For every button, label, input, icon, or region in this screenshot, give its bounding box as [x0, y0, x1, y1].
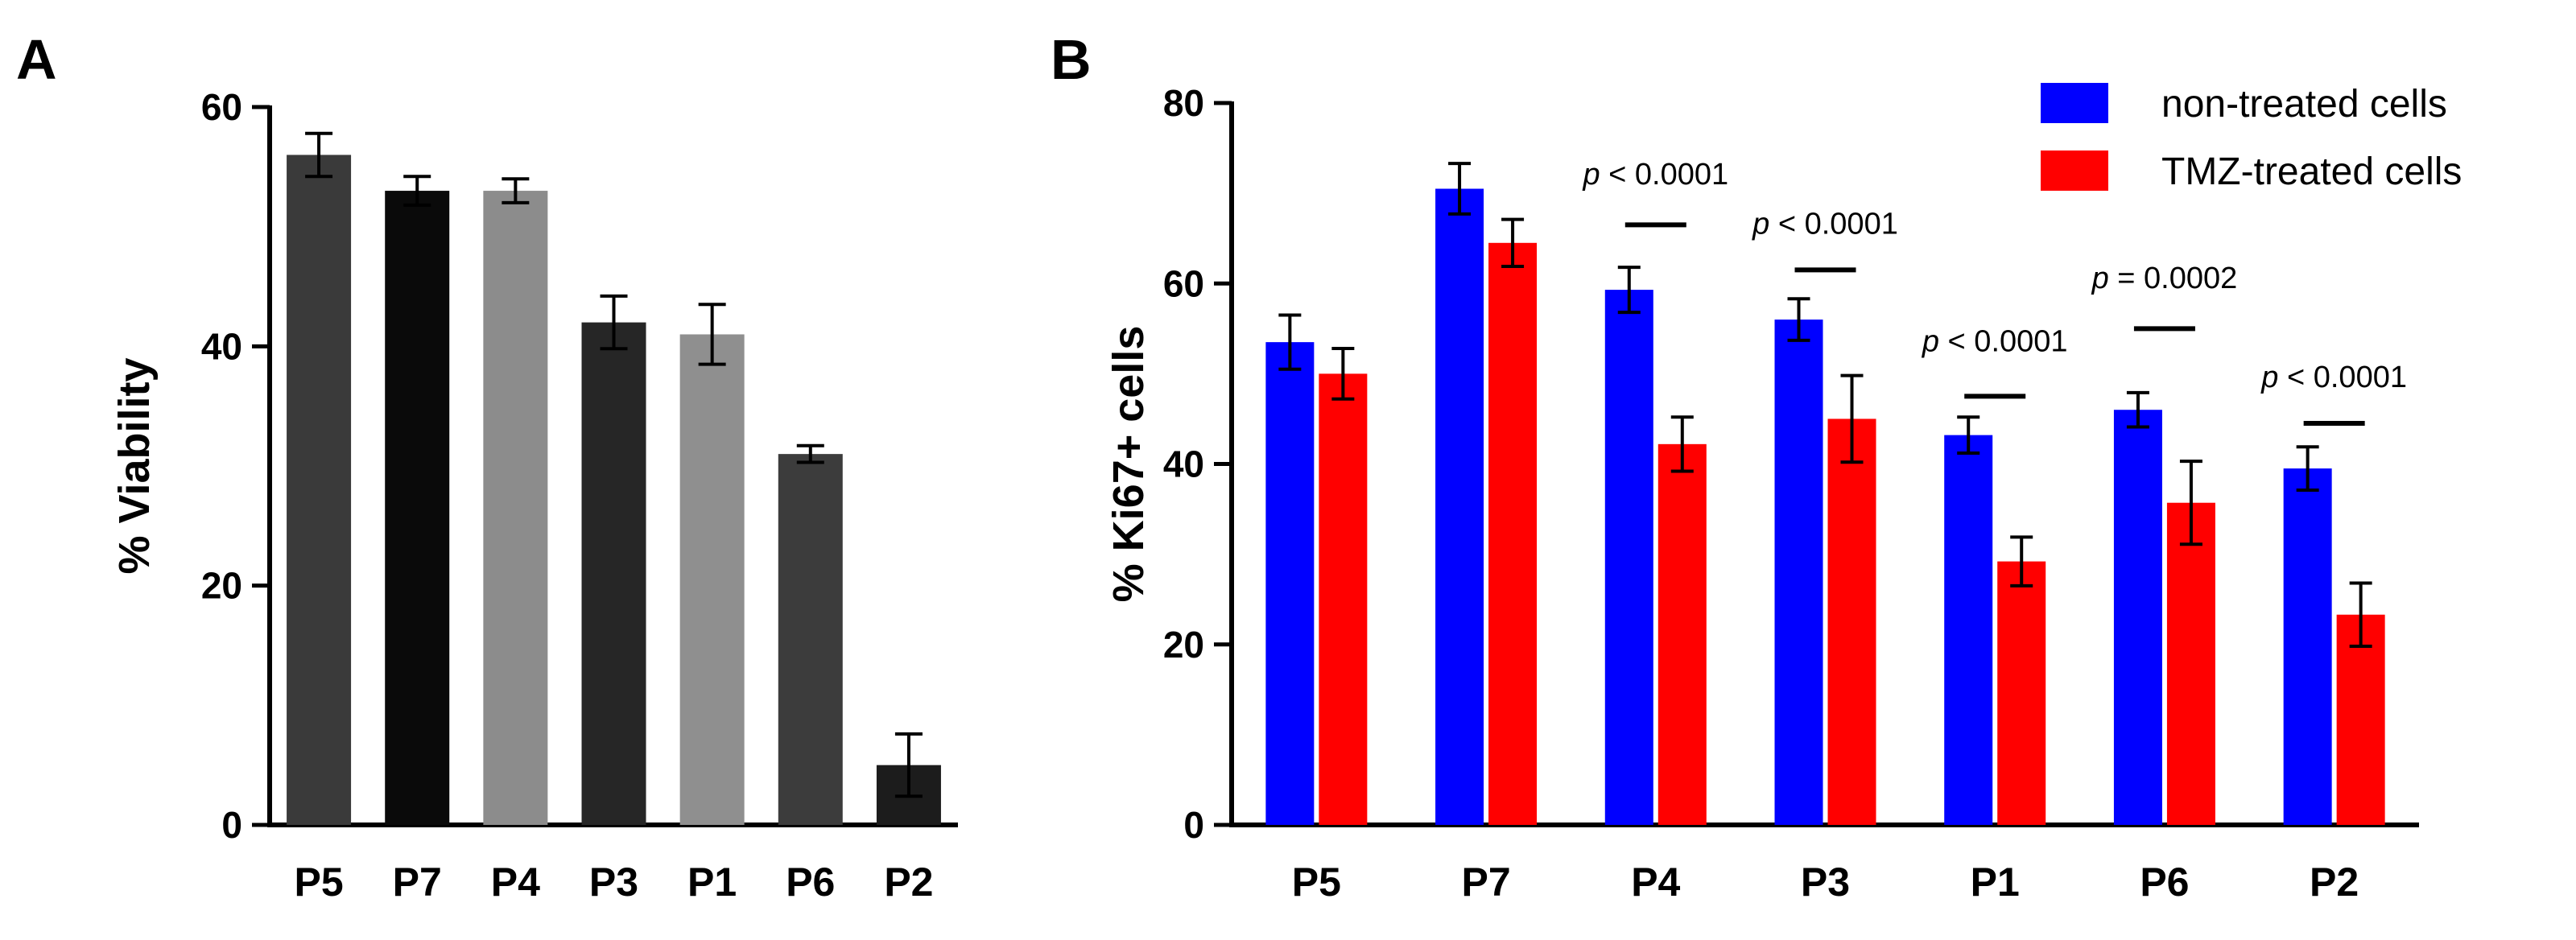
legend-label-tmz-treated: TMZ-treated cells	[2161, 150, 2462, 193]
bar-p4	[483, 191, 548, 826]
x-category-label: P7	[1461, 860, 1510, 905]
panel-a-label: A	[16, 28, 57, 91]
x-category-label: P7	[393, 860, 442, 905]
x-category-label: P5	[294, 860, 343, 905]
y-tick-label: 40	[1163, 443, 1204, 485]
bar-p7-non-treated	[1435, 188, 1484, 826]
y-tick-label: 20	[1163, 624, 1204, 666]
x-category-label: P1	[687, 860, 737, 905]
bar-p1	[679, 334, 745, 825]
x-category-label: P4	[491, 860, 540, 905]
y-axis-label: % Viability	[110, 357, 159, 574]
x-category-label: P1	[1971, 860, 2020, 905]
bar-p3-tmz-treated	[1827, 418, 1876, 825]
bar-p6	[778, 454, 843, 825]
bar-p6-tmz-treated	[2166, 502, 2215, 825]
bar-p2-tmz-treated	[2336, 614, 2385, 825]
y-tick-label: 40	[201, 325, 242, 367]
bar-p3-non-treated	[1774, 320, 1823, 826]
bar-p5-non-treated	[1265, 342, 1315, 826]
p-value-label-p2: p < 0.0001	[2260, 361, 2407, 394]
bar-p6-non-treated	[2113, 410, 2162, 826]
bar-p5-tmz-treated	[1319, 373, 1368, 825]
chart-a-viability: 0 20 40 60 % Viability P5 P7 P4 P3 P1 P6 P2	[110, 86, 958, 905]
y-axis-label: % Ki67+ cells	[1104, 326, 1153, 603]
y-tick-label: 80	[1163, 82, 1204, 124]
bar-p7	[385, 191, 450, 826]
p-value-label-p4: p < 0.0001	[1582, 158, 1728, 192]
x-category-label: P3	[589, 860, 638, 905]
bar-p4-tmz-treated	[1657, 443, 1707, 825]
x-category-label: P4	[1631, 860, 1680, 905]
x-category-label: P5	[1292, 860, 1341, 905]
y-tick-label: 60	[201, 86, 242, 128]
bar-p3	[581, 322, 646, 826]
x-category-label: P2	[884, 860, 933, 905]
y-tick-label: 20	[201, 565, 242, 607]
p-value-label-p6: p = 0.0002	[2091, 262, 2238, 295]
y-tick-label: 0	[221, 804, 242, 846]
bar-p1-non-treated	[1944, 435, 1993, 825]
y-tick-label: 0	[1183, 804, 1204, 846]
bar-p2-non-treated	[2283, 468, 2332, 825]
x-category-label: P6	[786, 860, 835, 905]
legend-swatch-tmz-treated	[2041, 150, 2108, 191]
chart-b-ki67: 0 20 40 60 80 % Ki67+ cells P5 P7 P4 P3 P1 P6 P2 p < …	[1104, 82, 2462, 905]
x-category-label: P2	[2310, 860, 2359, 905]
p-value-label-p1: p < 0.0001	[1922, 324, 2068, 358]
panel-b-label: B	[1051, 28, 1092, 91]
x-category-label: P6	[2140, 860, 2189, 905]
legend-swatch-non-treated	[2041, 83, 2108, 123]
p-value-label-p3: p < 0.0001	[1752, 208, 1898, 241]
bar-p7-tmz-treated	[1488, 242, 1538, 825]
bar-p4-non-treated	[1604, 290, 1653, 825]
x-category-label: P3	[1801, 860, 1850, 905]
y-tick-label: 60	[1163, 262, 1204, 304]
legend-label-non-treated: non-treated cells	[2161, 83, 2447, 126]
bar-p1-tmz-treated	[1997, 561, 2046, 825]
bar-p5	[287, 155, 352, 825]
